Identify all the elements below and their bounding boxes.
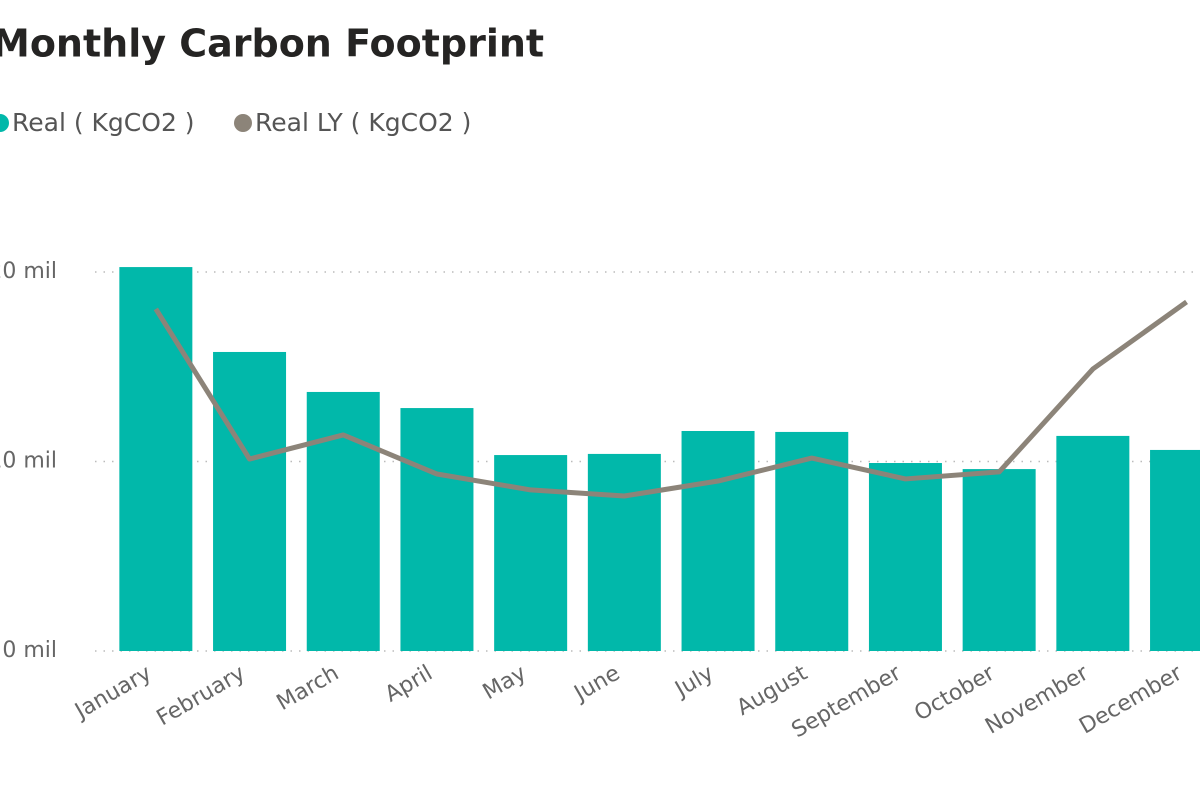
legend-label: Real LY ( KgCO2 ) <box>255 108 471 137</box>
x-tick-label: March <box>273 661 344 716</box>
x-tick-label: November <box>981 660 1093 739</box>
x-tick-label: August <box>733 661 812 721</box>
bar <box>1056 435 1130 651</box>
bar <box>400 408 474 651</box>
legend-marker <box>234 114 252 132</box>
x-tick-label: July <box>670 661 719 703</box>
bar <box>306 391 380 651</box>
bar <box>119 267 193 651</box>
x-tick-label: December <box>1075 660 1187 739</box>
x-tick-label: January <box>69 661 155 725</box>
legend-marker <box>0 114 9 132</box>
line <box>153 299 1189 499</box>
y-tick-label: 10 mil <box>0 449 57 474</box>
bar <box>962 469 1036 651</box>
legend-label: Real ( KgCO2 ) <box>12 108 195 137</box>
bar <box>587 453 661 651</box>
y-tick-label: 0 mil <box>2 638 57 663</box>
bar <box>1150 449 1200 651</box>
chart-title: Monthly Carbon Footprint <box>0 22 544 66</box>
x-tick-label: February <box>153 661 250 731</box>
x-tick-label: May <box>479 661 531 705</box>
bar <box>213 351 287 651</box>
bar <box>681 430 755 651</box>
bar <box>775 431 849 651</box>
x-tick-label: April <box>381 661 437 708</box>
bar <box>868 463 942 651</box>
x-tick-label: June <box>569 661 625 708</box>
y-tick-label: 20 mil <box>0 259 57 284</box>
